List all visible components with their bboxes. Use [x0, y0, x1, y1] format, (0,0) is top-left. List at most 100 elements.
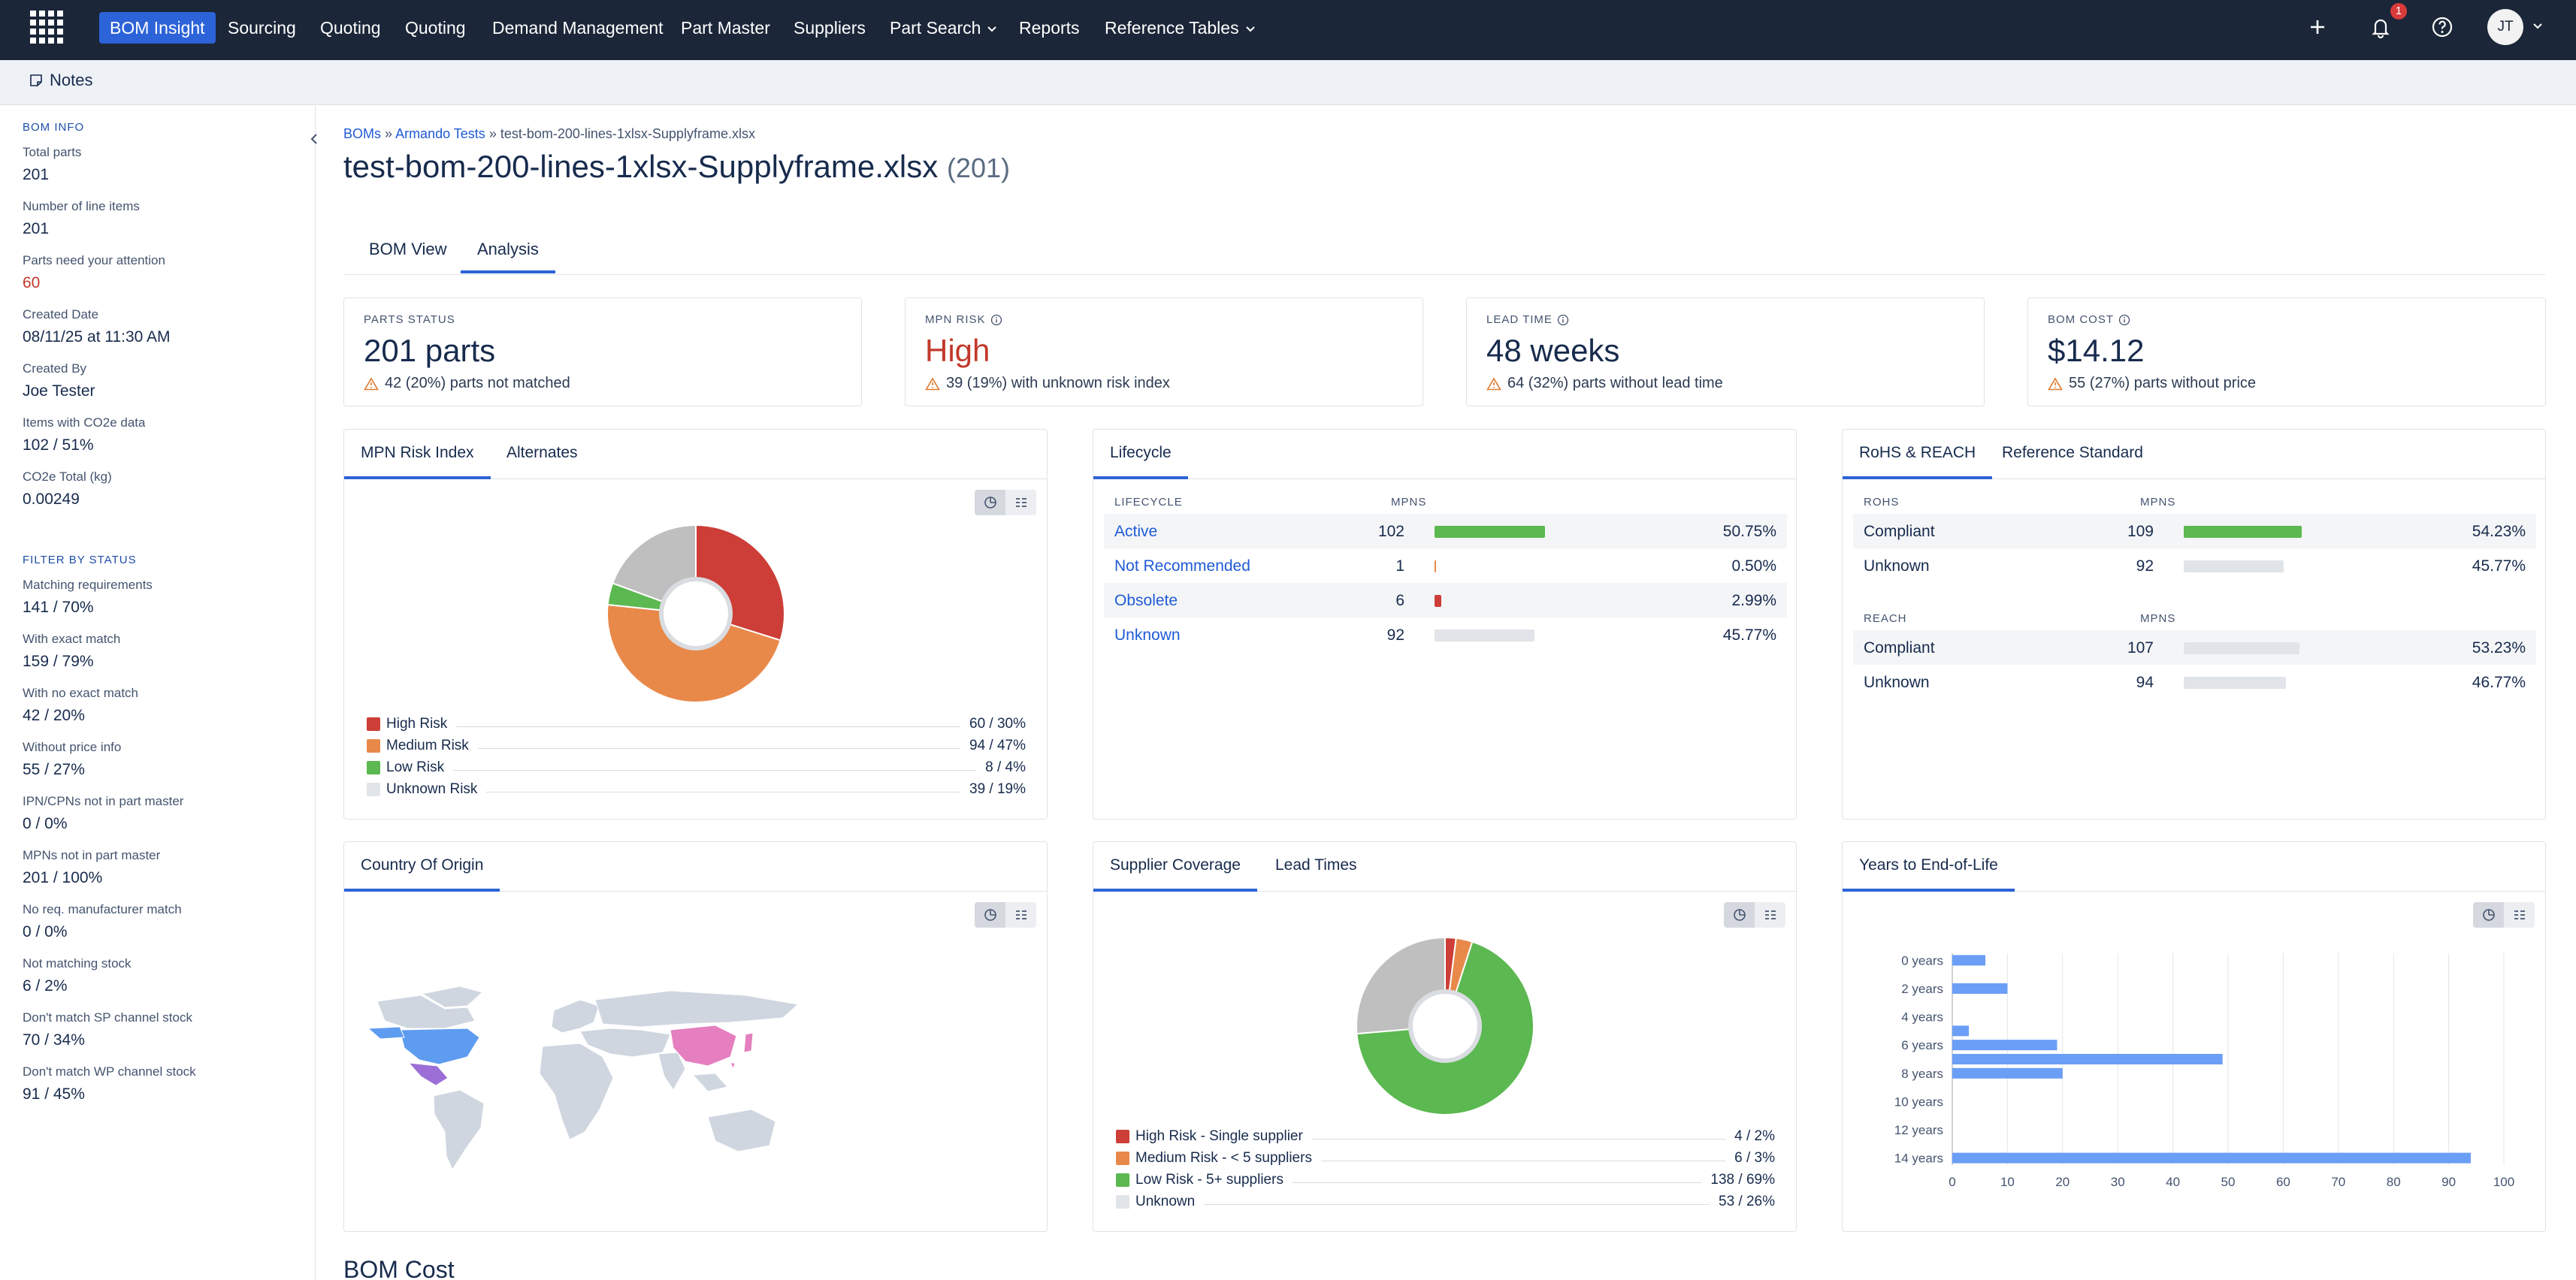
list-view-icon[interactable]: [2504, 902, 2535, 928]
row-percent: 2.99%: [1731, 592, 1776, 609]
legend-high-risk[interactable]: High Risk 60 / 30%: [367, 714, 1026, 735]
legend-unknown[interactable]: Unknown 53 / 26%: [1116, 1191, 1775, 1212]
tab-reference-standard[interactable]: Reference Standard: [2002, 444, 2143, 461]
plus-icon[interactable]: [2302, 12, 2333, 42]
tab-country-of-origin[interactable]: Country Of Origin: [344, 842, 500, 892]
stat-label-text: BOM COST: [2048, 313, 2115, 326]
stat-sub: 42 (20%) parts not matched: [364, 375, 570, 392]
tab-bom-view[interactable]: BOM View: [369, 240, 447, 258]
pie-view-icon[interactable]: [2473, 902, 2504, 928]
filter-not-matching-stock[interactable]: Not matching stock 6 / 2%: [23, 956, 132, 995]
nav-quoting[interactable]: Quoting: [310, 12, 392, 44]
bell-icon[interactable]: [2366, 12, 2396, 42]
nav-demand-management[interactable]: Demand Management: [482, 12, 674, 44]
pie-view-icon[interactable]: [1724, 902, 1755, 928]
y-tick-label: 0 years: [1901, 953, 1943, 968]
chevron-down-icon: [987, 26, 997, 32]
chevron-down-icon[interactable]: [2532, 23, 2543, 30]
filter-no-price[interactable]: Without price info 55 / 27%: [23, 740, 121, 779]
breadcrumb-folder[interactable]: Armando Tests: [395, 126, 485, 141]
row-bar: [2184, 677, 2286, 689]
info-icon[interactable]: [2118, 314, 2130, 326]
legend-swatch: [367, 783, 380, 796]
pie-view-icon[interactable]: [975, 902, 1005, 928]
pie-view-icon[interactable]: [975, 490, 1005, 515]
mpn-risk-donut-chart: [606, 524, 785, 703]
filter-no-exact-match[interactable]: With no exact match 42 / 20%: [23, 686, 138, 725]
eol-bar[interactable]: [1952, 955, 1986, 966]
panel-tabs: MPN Risk Index Alternates: [344, 430, 1047, 479]
filter-exact-match[interactable]: With exact match 159 / 79%: [23, 632, 120, 671]
row-name: Compliant: [1864, 639, 1935, 657]
legend-low-risk[interactable]: Low Risk 8 / 4%: [367, 757, 1026, 778]
nav-part-master[interactable]: Part Master: [670, 12, 781, 44]
filter-no-mfr-match[interactable]: No req. manufacturer match 0 / 0%: [23, 902, 182, 941]
lifecycle-link[interactable]: Unknown: [1114, 626, 1181, 644]
nav-label: Part Master: [681, 18, 770, 38]
eol-bar[interactable]: [1952, 983, 2008, 994]
tab-alternates[interactable]: Alternates: [506, 444, 578, 461]
info-created-by: Created By Joe Tester: [23, 361, 95, 400]
tab-analysis[interactable]: Analysis: [461, 236, 555, 273]
tab-supplier-coverage[interactable]: Supplier Coverage: [1093, 842, 1257, 892]
tab-mpn-risk-index[interactable]: MPN Risk Index: [344, 430, 491, 479]
list-view-icon[interactable]: [1005, 902, 1036, 928]
eol-bar[interactable]: [1952, 1025, 1970, 1037]
tab-rohs-reach[interactable]: RoHS & REACH: [1843, 430, 1993, 479]
legend-many-suppliers[interactable]: Low Risk - 5+ suppliers 138 / 69%: [1116, 1170, 1775, 1191]
legend-few-suppliers[interactable]: Medium Risk - < 5 suppliers 6 / 3%: [1116, 1148, 1775, 1169]
eol-bar[interactable]: [1952, 1152, 2471, 1164]
help-icon[interactable]: [2427, 12, 2457, 42]
nav-part-search[interactable]: Part Search: [879, 12, 1008, 44]
lifecycle-link[interactable]: Not Recommended: [1114, 557, 1250, 575]
filter-wp-channel[interactable]: Don't match WP channel stock 91 / 45%: [23, 1064, 196, 1103]
legend-medium-risk[interactable]: Medium Risk 94 / 47%: [367, 735, 1026, 756]
info-co2e-total: CO2e Total (kg) 0.00249: [23, 469, 112, 509]
filter-title: FILTER BY STATUS: [23, 554, 137, 566]
tab-years-to-eol[interactable]: Years to End-of-Life: [1843, 842, 2015, 892]
filter-matching[interactable]: Matching requirements 141 / 70%: [23, 578, 153, 617]
notes-button[interactable]: Notes: [29, 71, 92, 90]
lifecycle-link[interactable]: Obsolete: [1114, 592, 1178, 609]
info-icon[interactable]: [990, 314, 1002, 326]
nav-suppliers[interactable]: Suppliers: [783, 12, 876, 44]
row-count: 109: [2127, 523, 2154, 540]
breadcrumb-boms[interactable]: BOMs: [343, 126, 382, 141]
info-icon[interactable]: [1557, 314, 1569, 326]
legend-label: Medium Risk - < 5 suppliers: [1135, 1150, 1312, 1166]
eol-bar[interactable]: [1952, 1054, 2223, 1064]
tab-lifecycle[interactable]: Lifecycle: [1093, 430, 1188, 479]
nav-reports[interactable]: Reports: [1008, 12, 1090, 44]
page-title-text: test-bom-200-lines-1xlsx-Supplyframe.xls…: [343, 149, 939, 184]
eol-bar[interactable]: [1952, 1067, 2063, 1079]
filter-sp-channel[interactable]: Don't match SP channel stock 70 / 34%: [23, 1010, 192, 1049]
nav-sourcing[interactable]: Sourcing: [217, 12, 307, 44]
x-tick-label: 20: [2055, 1175, 2070, 1189]
tab-lead-times[interactable]: Lead Times: [1275, 856, 1357, 874]
top-navigation: BOM Insight Sourcing Quoting Quoting Dem…: [0, 0, 2576, 60]
legend-label: High Risk: [386, 716, 448, 732]
nav-quoting-2[interactable]: Quoting: [395, 12, 476, 44]
filter-ipn-not-in-master[interactable]: IPN/CPNs not in part master 0 / 0%: [23, 794, 183, 833]
info-created-date: Created Date 08/11/25 at 11:30 AM: [23, 307, 171, 346]
info-label: Created By: [23, 361, 87, 376]
info-label: Total parts: [23, 145, 82, 159]
chevron-left-icon[interactable]: [304, 128, 325, 149]
legend-unknown-risk[interactable]: Unknown Risk 39 / 19%: [367, 779, 1026, 800]
nav-label: BOM Insight: [110, 18, 205, 38]
row-percent: 54.23%: [2472, 523, 2526, 540]
avatar[interactable]: JT: [2487, 9, 2523, 45]
nav-reference-tables[interactable]: Reference Tables: [1094, 12, 1266, 44]
lifecycle-link[interactable]: Active: [1114, 523, 1158, 540]
filter-label: MPNs not in part master: [23, 848, 161, 862]
breadcrumb-current: test-bom-200-lines-1xlsx-Supplyframe.xls…: [500, 126, 755, 141]
filter-label: No req. manufacturer match: [23, 902, 182, 916]
list-view-icon[interactable]: [1755, 902, 1785, 928]
nav-bom-insight[interactable]: BOM Insight: [99, 12, 216, 44]
filter-mpn-not-in-master[interactable]: MPNs not in part master 201 / 100%: [23, 848, 160, 887]
legend-single-supplier[interactable]: High Risk - Single supplier 4 / 2%: [1116, 1126, 1775, 1147]
app-grid-icon[interactable]: [29, 8, 65, 47]
list-view-icon[interactable]: [1005, 490, 1036, 515]
eol-bar[interactable]: [1952, 1040, 2057, 1051]
legend-label: Unknown Risk: [386, 781, 478, 797]
